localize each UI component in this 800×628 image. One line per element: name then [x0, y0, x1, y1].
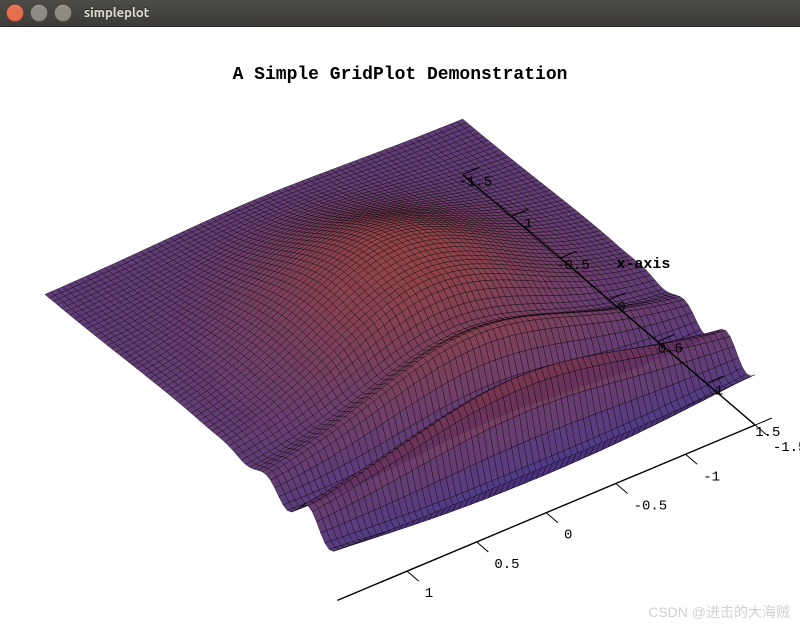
watermark: CSDN @进击的大海贼: [648, 602, 790, 622]
minimize-icon[interactable]: [30, 4, 48, 22]
x-axis-label: x-axis: [616, 256, 670, 273]
svg-text:1: 1: [425, 586, 433, 602]
window-title: simpleplot: [84, 6, 149, 20]
svg-text:-1.5: -1.5: [459, 175, 493, 191]
svg-text:-0.5: -0.5: [556, 258, 590, 274]
svg-text:-1: -1: [516, 216, 533, 232]
surface-plot: -1.5-1-0.500.511.5-1.5-1-0.500.51: [0, 27, 800, 628]
window-titlebar: simpleplot: [0, 0, 800, 27]
svg-text:0.5: 0.5: [494, 557, 519, 573]
svg-text:1.5: 1.5: [755, 425, 780, 441]
svg-text:-1.5: -1.5: [773, 440, 800, 456]
svg-text:1: 1: [715, 383, 723, 399]
svg-text:0: 0: [617, 300, 625, 316]
close-icon[interactable]: [6, 4, 24, 22]
maximize-icon[interactable]: [54, 4, 72, 22]
plot-area: A Simple GridPlot Demonstration -1.5-1-0…: [0, 27, 800, 628]
svg-text:0: 0: [564, 528, 572, 544]
svg-text:0.5: 0.5: [658, 342, 683, 358]
svg-text:-1: -1: [703, 469, 720, 485]
svg-text:-0.5: -0.5: [634, 498, 668, 514]
